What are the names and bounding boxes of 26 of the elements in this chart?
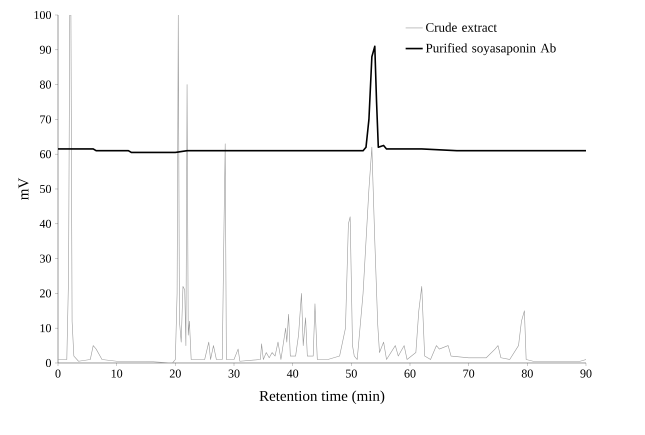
legend-label: Purified soyasaponin Ab xyxy=(426,43,556,56)
y-tick-label: 70 xyxy=(40,115,52,124)
y-tick-label: 90 xyxy=(40,46,52,54)
line-series xyxy=(58,14,586,363)
y-tick-label: 100 xyxy=(34,10,52,20)
x-axis-title: Retention time (min) xyxy=(260,390,384,404)
x-tick-label: 0 xyxy=(55,370,61,378)
x-tick-label: 70 xyxy=(463,370,474,378)
x-tick-label: 90 xyxy=(580,370,592,378)
y-tick-label: 20 xyxy=(40,289,52,298)
legend-label: Crude extract xyxy=(426,22,497,32)
x-tick-label: 60 xyxy=(404,370,416,378)
x-tick-label: 50 xyxy=(346,370,357,378)
y-axis-title: mV xyxy=(18,178,29,200)
x-tick-label: 20 xyxy=(170,370,181,378)
x-tick-label: 10 xyxy=(112,370,122,378)
x-tick-label: 30 xyxy=(228,370,240,378)
y-tick-label: 80 xyxy=(40,80,52,89)
x-tick-label: 80 xyxy=(522,370,533,378)
y-tick-label: 10 xyxy=(40,324,52,332)
y-tick-label: 60 xyxy=(40,150,52,158)
x-tick-label: 40 xyxy=(286,370,298,378)
y-tick-label: 50 xyxy=(40,184,52,194)
y-tick-label: 40 xyxy=(40,220,52,228)
y-tick-label: 0 xyxy=(46,358,52,368)
y-tick-label: 30 xyxy=(40,254,52,263)
